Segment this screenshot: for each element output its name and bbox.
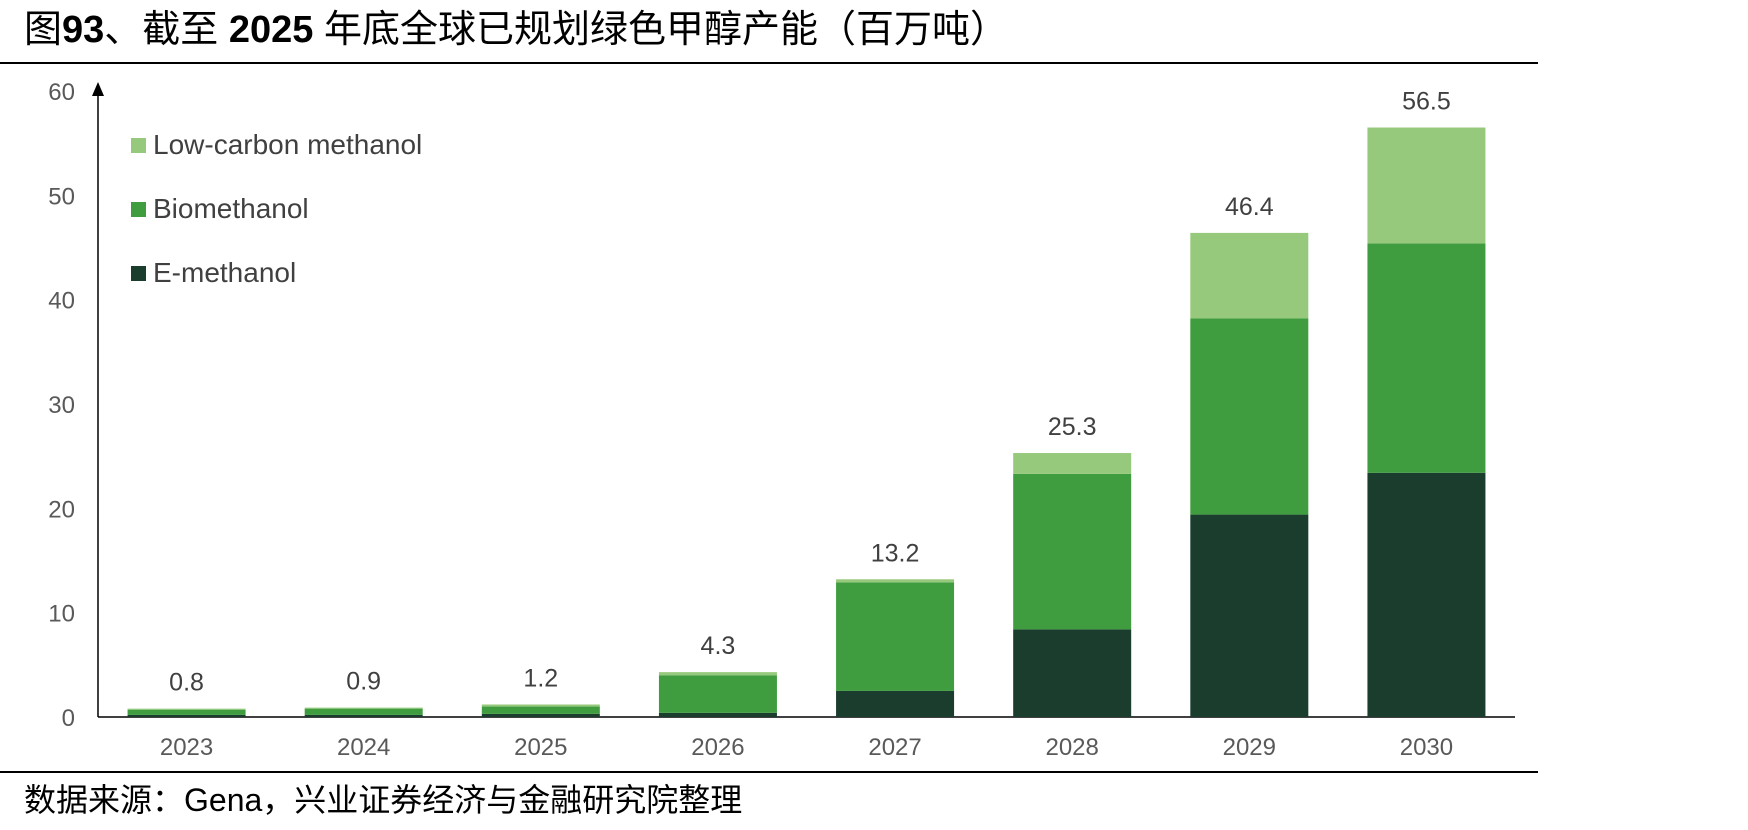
bar-segment-low-carbon-methanol [1190, 232, 1309, 319]
bar-segment-e-methanol [1013, 629, 1132, 717]
legend-label: E-methanol [153, 257, 296, 288]
bar-segment-e-methanol [658, 712, 777, 717]
bar-segment-biomethanol [658, 675, 777, 713]
y-tick-label: 60 [48, 79, 75, 106]
chart-legend: Low-carbon methanol Biomethanol E-methanol [131, 129, 422, 288]
bar-segment-biomethanol [1190, 318, 1309, 515]
bar-segment-e-methanol [481, 713, 600, 717]
bottom-rule [0, 771, 1538, 773]
x-tick-label: 2030 [1400, 734, 1453, 761]
x-tick-label: 2023 [160, 734, 213, 761]
bar-total-label: 56.5 [1402, 88, 1451, 116]
bar-segment-e-methanol [1367, 472, 1486, 717]
bar-segment-e-methanol [304, 714, 423, 717]
figure-title: 图93、截至 2025 年底全球已规划绿色甲醇产能（百万吨） [24, 4, 1008, 56]
bar-segment-biomethanol [1367, 243, 1486, 473]
bar-total-label: 4.3 [701, 632, 736, 660]
bar-segment-low-carbon-methanol [127, 708, 246, 710]
bar-segment-e-methanol [1190, 514, 1309, 717]
bar-segment-e-methanol [127, 714, 246, 717]
chart-bars [127, 127, 1486, 717]
y-tick-label: 0 [62, 705, 75, 732]
bar-segment-low-carbon-methanol [1367, 127, 1486, 244]
legend-swatch [131, 202, 146, 217]
legend-swatch [131, 266, 146, 281]
bar-segment-low-carbon-methanol [1013, 453, 1132, 474]
y-tick-label: 30 [48, 392, 75, 419]
title-number: 93 [62, 9, 105, 51]
bar-segment-biomethanol [304, 708, 423, 715]
bar-total-label: 25.3 [1048, 413, 1097, 441]
y-axis-arrow [92, 82, 104, 96]
bar-segment-low-carbon-methanol [658, 672, 777, 676]
bar-segment-biomethanol [127, 709, 246, 715]
x-tick-label: 2029 [1223, 734, 1276, 761]
legend-label: Biomethanol [153, 193, 309, 224]
title-mid: 、截至 [104, 9, 229, 51]
legend-swatch [131, 138, 146, 153]
bar-segment-low-carbon-methanol [304, 707, 423, 709]
bar-segment-biomethanol [481, 706, 600, 714]
x-tick-label: 2027 [868, 734, 921, 761]
bar-total-label: 0.9 [346, 668, 381, 696]
chart-data-labels: 0.8 0.9 1.2 4.3 13.2 25.3 46.4 56.5 [169, 88, 1451, 697]
bar-segment-low-carbon-methanol [836, 579, 955, 583]
y-tick-label: 20 [48, 496, 75, 523]
title-year: 2025 [228, 9, 314, 51]
title-prefix: 图 [24, 9, 63, 51]
legend-label: Low-carbon methanol [153, 129, 422, 160]
bar-segment-low-carbon-methanol [481, 704, 600, 707]
bar-total-label: 46.4 [1225, 193, 1274, 221]
bar-total-label: 1.2 [523, 664, 558, 692]
bar-segment-biomethanol [836, 582, 955, 691]
y-tick-label: 50 [48, 183, 75, 210]
y-tick-label: 40 [48, 288, 75, 315]
title-rest: 年底全球已规划绿色甲醇产能（百万吨） [313, 9, 1008, 51]
y-tick-label: 10 [48, 601, 75, 628]
x-tick-label: 2026 [691, 734, 744, 761]
bar-total-label: 13.2 [871, 539, 920, 567]
x-tick-label: 2025 [514, 734, 567, 761]
bar-segment-e-methanol [836, 690, 955, 717]
source-note: 数据来源：Gena，兴业证券经济与金融研究院整理 [24, 782, 743, 818]
bar-segment-biomethanol [1013, 473, 1132, 630]
top-rule [0, 62, 1538, 64]
x-tick-label: 2028 [1045, 734, 1098, 761]
bar-total-label: 0.8 [169, 669, 204, 697]
x-tick-label: 2024 [337, 734, 390, 761]
